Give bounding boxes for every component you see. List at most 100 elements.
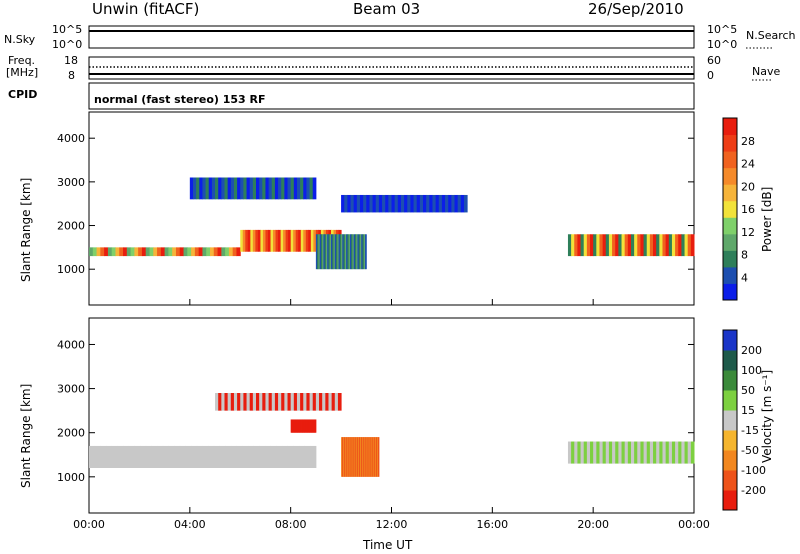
power-band-5-cell (346, 234, 348, 270)
power-band-4-cell (662, 234, 667, 257)
power-band-2-cell (215, 177, 219, 200)
power-band-5-cell (343, 234, 346, 270)
velocity-band-4-cell (659, 441, 663, 464)
velocity-band-3-cell (303, 393, 307, 411)
power-band-2-cell (278, 177, 282, 200)
power-band-3-cell (426, 194, 430, 213)
power-band-2-cell (274, 177, 279, 200)
power-band-1-cell (260, 229, 264, 252)
power-band-3-cell (457, 194, 462, 213)
velocity-band-0-cell (253, 445, 260, 468)
velocity-band-3-cell (278, 393, 282, 411)
velocity-band-3-cell (249, 393, 254, 411)
power-band-0-cell (119, 247, 124, 257)
power-band-1-cell (278, 229, 282, 252)
velocity-band-4-cell (665, 441, 670, 464)
power-band-2-cell (284, 177, 289, 200)
power-band-4-cell (640, 234, 645, 257)
power-band-2-cell (205, 177, 210, 200)
nsearch-label: N.Search (746, 29, 796, 42)
power-band-4-cell (586, 234, 591, 257)
velocity-band-0-cell (236, 445, 243, 468)
power-band-5-cell (339, 234, 342, 270)
velocity-band-1-cell (291, 419, 294, 433)
power-band-0-cell (228, 247, 234, 257)
power-band-0-cell (92, 247, 98, 257)
velocity-band-1-cell (302, 419, 304, 433)
power-colorbar-segment (723, 250, 737, 268)
power-band-5-cell (357, 234, 360, 270)
power-band-0-cell (96, 247, 101, 257)
power-band-0-cell (198, 247, 203, 257)
velocity-band-2-cell (360, 437, 363, 477)
power-band-2-cell (230, 177, 235, 200)
velocity-band-1-cell (306, 419, 308, 433)
velocity-band-0-cell (219, 445, 226, 468)
time-tick-label: 12:00 (376, 518, 408, 531)
velocity-band-4-cell (590, 441, 594, 464)
power-band-3-cell (391, 194, 396, 213)
power-band-2-cell (290, 177, 295, 200)
power-band-1-cell (300, 229, 304, 252)
velocity-colorbar-segment (723, 370, 737, 391)
velocity-band-0-cell (89, 445, 96, 468)
power-band-0-cell (225, 247, 230, 257)
velocity-band-3-cell (246, 393, 251, 411)
velocity-plot-frame (88, 317, 695, 514)
power-band-3-cell (375, 194, 380, 213)
power-band-2-cell (268, 177, 273, 200)
power-band-1-cell (255, 229, 259, 252)
power-band-0-cell (126, 247, 132, 257)
power-band-2-cell (281, 177, 285, 200)
velocity-band-0-cell (247, 445, 254, 468)
power-band-4-cell (630, 234, 635, 257)
power-band-0-cell (145, 247, 150, 257)
velocity-band-0-cell (106, 445, 113, 468)
power-band-5-cell (317, 234, 319, 270)
power-band-1-cell (267, 229, 271, 252)
power-colorbar-tick-label: 12 (741, 226, 755, 239)
velocity-band-4-cell (649, 441, 654, 464)
velocity-band-2-cell (364, 437, 367, 477)
velocity-band-4-cell (605, 441, 610, 464)
velocity-colorbar-tick-label: 15 (741, 404, 755, 417)
power-band-2-cell (287, 177, 292, 200)
velocity-band-1-cell (304, 419, 306, 433)
velocity-band-4-cell (602, 441, 607, 464)
velocity-colorbar-frame (722, 329, 738, 511)
velocity-band-1-cell (292, 419, 294, 433)
velocity-band-4-cell (656, 441, 660, 464)
velocity-band-3-cell (281, 393, 285, 411)
power-band-0-cell (160, 247, 166, 257)
cpid-label: CPID (8, 88, 38, 101)
velocity-band-4-cell (593, 441, 597, 464)
velocity-band-4-cell (608, 441, 613, 464)
power-band-4-cell (656, 234, 660, 257)
power-band-1-cell (252, 229, 256, 252)
velocity-band-4-cell (653, 441, 657, 464)
power-colorbar-tick-label: 8 (741, 249, 748, 262)
power-band-4-cell (621, 234, 626, 257)
power-band-3-cell (463, 194, 468, 213)
velocity-band-2-cell (355, 437, 357, 477)
power-band-3-cell (454, 194, 459, 213)
power-band-1-cell (240, 229, 244, 252)
velocity-band-0-cell (111, 445, 118, 468)
power-band-5-cell (334, 234, 337, 270)
velocity-band-4-cell (634, 441, 638, 464)
power-band-5-cell (365, 234, 367, 270)
velocity-band-1-cell (312, 419, 314, 433)
velocity-colorbar-segment (723, 350, 737, 371)
velocity-band-0-cell (140, 445, 147, 468)
power-band-3-cell (388, 194, 392, 213)
power-band-3-cell (344, 194, 348, 213)
power-band-3-cell (404, 194, 408, 213)
power-band-0-cell (221, 247, 226, 257)
station-title: Unwin (fitACF) (92, 0, 200, 18)
power-band-2-cell (237, 177, 241, 200)
power-band-5-cell (322, 234, 324, 270)
power-band-1-cell (293, 229, 297, 252)
velocity-band-1-cell (310, 419, 312, 433)
velocity-band-4-cell (577, 441, 582, 464)
power-band-0-cell (107, 247, 113, 257)
